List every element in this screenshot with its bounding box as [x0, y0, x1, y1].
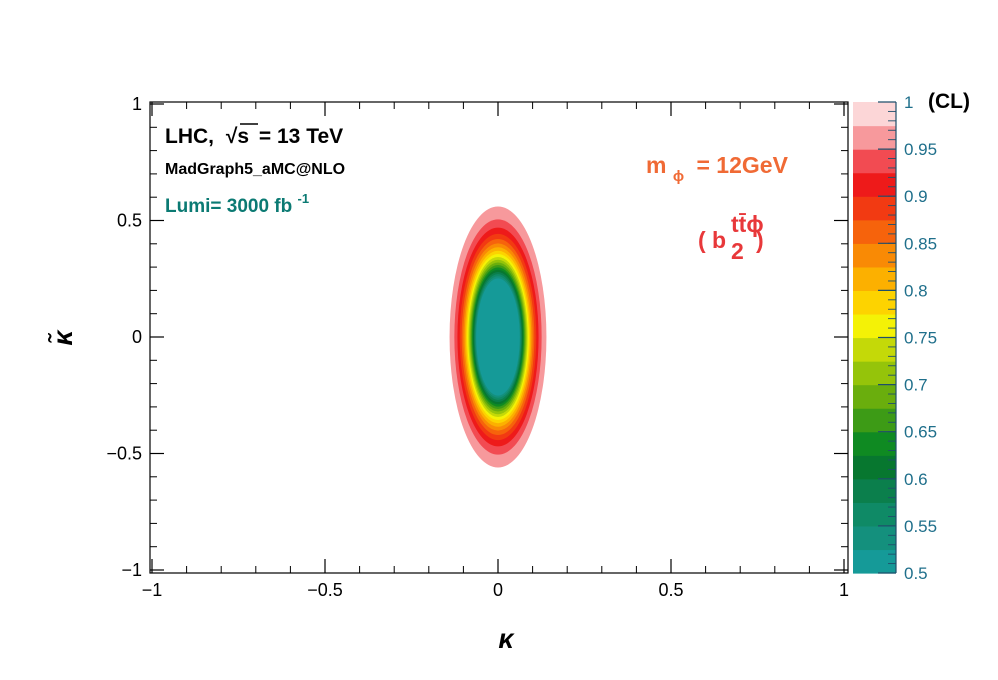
annotation-coupling-open: ( b	[698, 227, 726, 253]
colorbar-band	[853, 337, 896, 362]
colorbar-band	[853, 243, 896, 268]
annotation-coupling-subscript: 2	[731, 238, 744, 264]
colorbar-band	[853, 455, 896, 480]
colorbar-tick-label: 0.55	[904, 517, 937, 536]
x-tick-label: 1	[839, 580, 849, 600]
x-axis-label: κ	[498, 624, 515, 654]
y-tick-label: −0.5	[106, 444, 142, 464]
mass-subscript: ϕ	[673, 168, 684, 185]
colorbar-tick-label: 0.75	[904, 329, 937, 348]
collider-text: LHC,	[165, 125, 214, 148]
colorbar-label: (CL)	[928, 90, 970, 113]
colorbar-band	[853, 102, 896, 127]
colorbar-tick-label: 0.6	[904, 470, 928, 489]
annotation-collider: LHC, √s = 13 TeV	[165, 125, 343, 148]
colorbar-tick-label: 0.65	[904, 423, 937, 442]
x-tick-label: 0.5	[658, 580, 683, 600]
colorbar-band	[853, 172, 896, 197]
annotation-generator: MadGraph5_aMC@NLO	[165, 161, 345, 178]
colorbar-band	[853, 196, 896, 221]
colorbar-tick-label: 0.85	[904, 234, 937, 253]
annotation-mass: m ϕ = 12GeV	[646, 152, 789, 186]
mass-m: m	[646, 152, 666, 178]
lumi-text: Lumi= 3000 fb	[165, 196, 292, 217]
y-axis: −1 −0.5 0 0.5 1	[106, 94, 848, 580]
annotation-coupling-superscript: tt̄ϕ	[731, 211, 764, 237]
colorbar-band	[853, 125, 896, 150]
colorbar-band	[853, 408, 896, 433]
colorbar-band	[853, 219, 896, 244]
x-tick-label: 0	[493, 580, 503, 600]
colorbar: 1 0.95 0.9 0.85 0.8 0.75 0.7 0.65 0.6 0.55 0.5	[853, 93, 937, 583]
colorbar-band	[853, 266, 896, 291]
colorbar-band	[853, 525, 896, 551]
y-tick-label: 0.5	[117, 211, 142, 231]
x-tick-label: −0.5	[307, 580, 343, 600]
colorbar-band	[853, 361, 896, 386]
colorbar-tick-label: 0.8	[904, 281, 928, 300]
y-tick-label: −1	[121, 560, 142, 580]
annotation-coupling-close: )	[756, 227, 764, 253]
y-tick-label: 0	[132, 327, 142, 347]
x-tick-label: −1	[142, 580, 163, 600]
y-axis-label: κ̃	[47, 329, 78, 346]
mass-value: = 12GeV	[696, 152, 788, 178]
colorbar-tick-label: 1	[904, 93, 913, 112]
colorbar-band	[853, 149, 896, 174]
annotation-lumi: Lumi= 3000 fb -1	[165, 191, 309, 217]
sqrt-s-text: √s	[226, 125, 249, 148]
energy-text: = 13 TeV	[259, 125, 343, 148]
contour-band-0.500	[476, 278, 520, 396]
colorbar-tick-label: 0.9	[904, 187, 928, 206]
lumi-superscript: -1	[298, 191, 310, 206]
colorbar-band	[853, 478, 896, 503]
colorbar-tick-label: 0.95	[904, 140, 937, 159]
y-tick-label: 1	[132, 94, 142, 114]
colorbar-band	[853, 431, 896, 456]
colorbar-band	[853, 549, 896, 574]
colorbar-tick-label: 0.5	[904, 564, 928, 583]
colorbar-band	[853, 384, 896, 409]
colorbar-band	[853, 313, 896, 339]
colorbar-tick-label: 0.7	[904, 376, 928, 395]
colorbar-band	[853, 502, 896, 527]
colorbar-band	[853, 290, 896, 315]
x-axis: −1 −0.5 0 0.5 1	[142, 102, 849, 600]
contour-layer	[449, 206, 547, 468]
